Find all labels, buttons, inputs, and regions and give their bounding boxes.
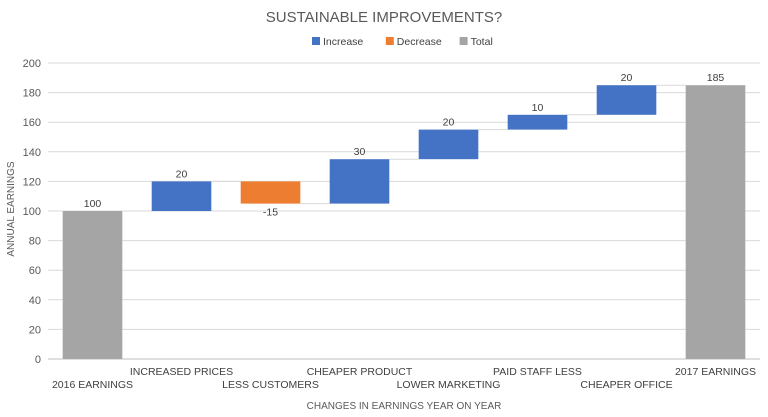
legend-label: Decrease — [397, 36, 442, 48]
category-label: LESS CUSTOMERS — [222, 379, 319, 391]
bar-decrease — [240, 181, 301, 204]
bar-total — [62, 211, 123, 359]
legend: Increase Decrease Total — [312, 36, 493, 48]
bar-increase — [151, 181, 212, 211]
y-tick-label: 180 — [23, 88, 41, 100]
y-tick-label: 140 — [23, 147, 41, 159]
data-labels: 100 20 -15 30 20 10 20 185 — [84, 72, 725, 218]
y-tick-label: 40 — [29, 295, 41, 307]
legend-label: Increase — [323, 36, 363, 48]
category-label: 2017 EARNINGS — [675, 366, 756, 378]
y-tick-label: 100 — [23, 206, 41, 218]
data-label: 10 — [532, 102, 544, 114]
category-label: LOWER MARKETING — [397, 379, 501, 391]
bar-total — [685, 85, 746, 359]
bar-increase — [507, 114, 568, 130]
bar-increase — [596, 85, 657, 115]
category-label: INCREASED PRICES — [130, 366, 233, 378]
data-label: 100 — [84, 198, 102, 210]
data-label: -15 — [263, 207, 278, 219]
data-label: 30 — [354, 146, 366, 158]
y-tick-label: 60 — [29, 265, 41, 277]
legend-swatch-decrease — [385, 37, 394, 45]
legend-swatch-total — [459, 37, 468, 45]
data-label: 185 — [707, 72, 725, 84]
chart-title: SUSTAINABLE IMPROVEMENTS? — [266, 9, 502, 26]
y-axis-ticks: 0 20 40 60 80 100 120 140 160 180 200 — [23, 58, 41, 366]
x-axis-title: CHANGES IN EARNINGS YEAR ON YEAR — [307, 401, 502, 412]
y-tick-label: 160 — [23, 117, 41, 129]
legend-label: Total — [471, 36, 493, 48]
category-label: 2016 EARNINGS — [52, 379, 133, 391]
y-tick-label: 20 — [29, 324, 41, 336]
bar-increase — [418, 129, 479, 160]
data-label: 20 — [621, 72, 633, 84]
data-label: 20 — [176, 168, 188, 180]
category-label: PAID STAFF LESS — [493, 366, 582, 378]
connector-lines — [122, 84, 686, 212]
category-label: CHEAPER PRODUCT — [307, 366, 413, 378]
bar-increase — [329, 159, 390, 204]
y-tick-label: 120 — [23, 176, 41, 188]
y-axis-title: ANNUAL EARNINGS — [6, 161, 17, 257]
legend-swatch-increase — [312, 37, 320, 45]
bars — [62, 85, 746, 359]
y-tick-label: 200 — [23, 58, 41, 70]
y-tick-label: 0 — [35, 354, 41, 366]
data-label: 20 — [443, 117, 455, 129]
category-label: CHEAPER OFFICE — [580, 379, 672, 391]
y-tick-label: 80 — [29, 236, 41, 248]
